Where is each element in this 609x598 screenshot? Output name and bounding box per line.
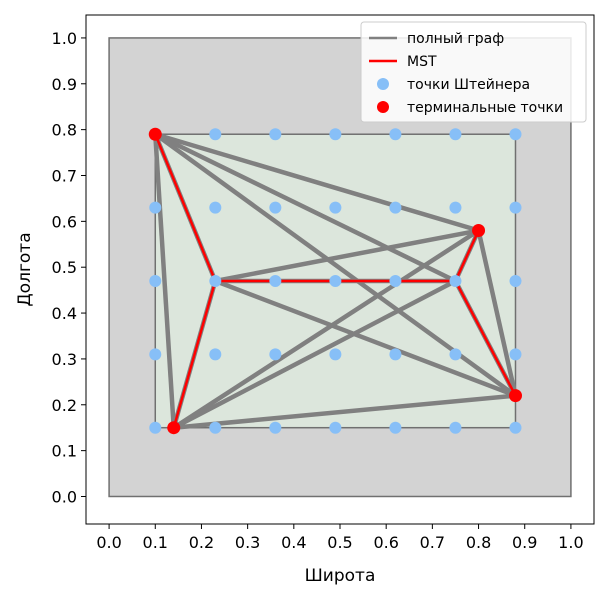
steiner-point — [329, 348, 342, 361]
legend-marker-swatch — [377, 101, 389, 113]
x-tick-label: 1.0 — [558, 533, 583, 552]
y-tick-label: 0.9 — [52, 75, 77, 94]
steiner-point — [269, 274, 282, 287]
full-graph-edge — [172, 228, 480, 430]
x-axis-label: Широта — [305, 566, 376, 586]
x-tick-label: 0.2 — [189, 533, 214, 552]
steiner-point — [389, 348, 402, 361]
y-tick-label: 0.1 — [52, 442, 77, 461]
y-ticks: 0.0 0.1 0.2 0.3 0.4 0.5 0.6 0.7 0.8 0.9 1.0 — [52, 29, 86, 506]
steiner-point — [149, 274, 162, 287]
steiner-point — [509, 274, 522, 287]
steiner-point — [449, 128, 462, 141]
steiner-point — [389, 201, 402, 214]
steiner-point — [389, 274, 402, 287]
steiner-point — [509, 201, 522, 214]
y-tick-label: 0.8 — [52, 121, 77, 140]
steiner-point — [449, 348, 462, 361]
x-tick-label: 0.6 — [373, 533, 398, 552]
x-tick-label: 0.1 — [143, 533, 168, 552]
steiner-point — [269, 201, 282, 214]
steiner-point — [449, 201, 462, 214]
full-graph-edge — [214, 228, 479, 284]
y-tick-label: 0.0 — [52, 487, 77, 506]
y-tick-label: 0.7 — [52, 166, 77, 185]
full-graph-edge — [153, 134, 176, 428]
x-tick-label: 0.7 — [420, 533, 445, 552]
mst-edge — [454, 280, 517, 397]
mst-edge — [172, 280, 217, 429]
steiner-point — [209, 128, 222, 141]
steiner-point — [329, 201, 342, 214]
steiner-point — [149, 201, 162, 214]
steiner-point — [269, 421, 282, 434]
legend-label: MST — [407, 54, 437, 70]
full-graph-edge — [154, 132, 480, 233]
y-tick-label: 0.4 — [52, 304, 77, 323]
legend-label: точки Штейнера — [407, 77, 530, 93]
steiner-point — [509, 348, 522, 361]
y-axis-label: Долгота — [15, 232, 35, 306]
steiner-point — [209, 274, 222, 287]
steiner-points — [149, 128, 522, 434]
full-graph-edge — [214, 278, 517, 398]
x-tick-label: 0.4 — [281, 533, 306, 552]
legend-marker-swatch — [377, 78, 389, 90]
steiner-point — [389, 128, 402, 141]
terminal-point — [508, 389, 522, 403]
legend-label: терминальные точки — [407, 100, 563, 116]
legend: полный граф MST точки Штейнера терминальные… — [360, 21, 587, 123]
steiner-point — [329, 128, 342, 141]
steiner-point — [329, 274, 342, 287]
steiner-point — [449, 421, 462, 434]
steiner-point — [329, 421, 342, 434]
mst-edge — [454, 230, 480, 282]
y-tick-label: 0.2 — [52, 396, 77, 415]
steiner-point — [449, 274, 462, 287]
terminal-point — [167, 421, 181, 435]
full-graph-edge — [154, 132, 457, 283]
full-graph-edge — [173, 393, 516, 430]
y-tick-label: 0.6 — [52, 212, 77, 231]
terminal-points — [148, 127, 522, 435]
steiner-point — [509, 128, 522, 141]
steiner-point — [509, 421, 522, 434]
steiner-point — [149, 348, 162, 361]
x-tick-label: 0.9 — [512, 533, 537, 552]
full-graph-edge — [476, 230, 518, 397]
steiner-point — [149, 421, 162, 434]
full-graph-edge — [172, 278, 457, 430]
x-tick-label: 0.5 — [327, 533, 352, 552]
steiner-point — [209, 348, 222, 361]
legend-box — [360, 21, 587, 123]
x-tick-label: 0.8 — [466, 533, 491, 552]
steiner-point — [389, 421, 402, 434]
y-tick-label: 0.5 — [52, 258, 77, 277]
terminal-point — [148, 127, 162, 141]
terminal-point — [472, 224, 486, 238]
mst-edge — [154, 133, 217, 282]
steiner-point — [269, 128, 282, 141]
steiner-point — [209, 201, 222, 214]
y-tick-label: 1.0 — [52, 29, 77, 48]
steiner-point — [269, 348, 282, 361]
x-tick-label: 0.3 — [235, 533, 260, 552]
steiner-point — [209, 421, 222, 434]
x-tick-label: 0.0 — [96, 533, 121, 552]
legend-label: полный граф — [407, 31, 504, 47]
y-tick-label: 0.3 — [52, 350, 77, 369]
x-ticks: 0.0 0.1 0.2 0.3 0.4 0.5 0.6 0.7 0.8 0.9 1.0 — [96, 524, 584, 552]
